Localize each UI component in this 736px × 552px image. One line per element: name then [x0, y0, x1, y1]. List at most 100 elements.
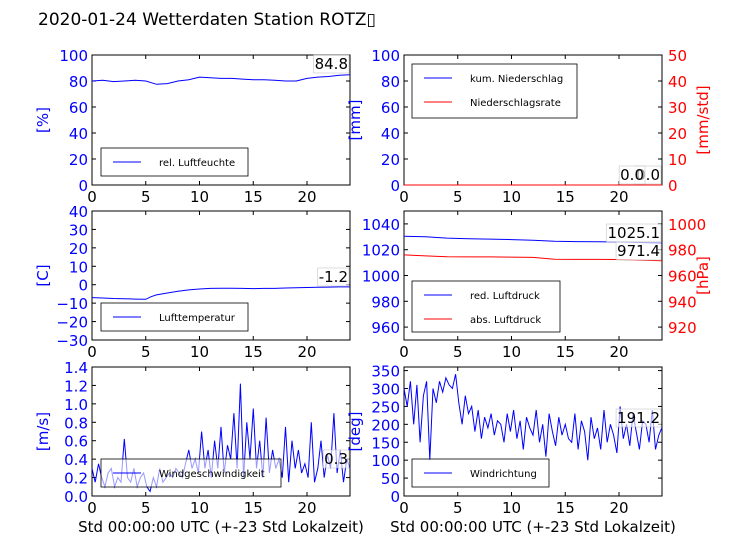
panel-2-xtick-label: 15	[556, 188, 575, 206]
panel-3-axes-frame	[91, 210, 351, 341]
panel-1-ytick-label: 20	[69, 151, 88, 169]
panel-6-xtick-label: 10	[502, 499, 521, 517]
panel-3-ytick-label: 0	[78, 277, 88, 295]
panel-1-ylabel: [%]	[34, 107, 52, 133]
panel-5-xtick-label: 0	[87, 499, 97, 517]
panel-1-ytick-label: 40	[69, 125, 88, 143]
panel-4-xtick-label: 15	[556, 343, 575, 361]
panel-2-ytick-right-label: 50	[668, 47, 687, 65]
panel-3-ytick-label: 40	[69, 203, 88, 221]
panel-1-legend-label-1: rel. Luftfeuchte	[159, 158, 235, 169]
panel-1-xtick-label: 15	[244, 188, 263, 206]
panel-3-xtick-label: 5	[141, 343, 151, 361]
panel-2-ylabel: [mm]	[346, 100, 364, 141]
panel-2-ytick-label: 40	[381, 125, 400, 143]
panel-2-ytick-right-label: 20	[668, 125, 687, 143]
panel-4-legend-label-1: red. Luftdruck	[470, 291, 540, 302]
panel-1-ytick-label: 60	[69, 99, 88, 117]
panel-4-ytick-label: 1020	[362, 242, 400, 260]
panel-3-xtick-label: 10	[190, 343, 209, 361]
panel-4-xtick-label: 0	[399, 343, 409, 361]
panel-3-value-annotation-box	[317, 267, 350, 287]
panel-4-ytick-label: 1040	[362, 216, 400, 234]
panel-6-xtick-label: 5	[453, 499, 463, 517]
panel-2-ytick-right-label: 30	[668, 99, 687, 117]
panel-4-xtick-label: 10	[502, 343, 521, 361]
panel-2-xtick-label: 20	[609, 188, 628, 206]
panel-4-legend-box	[411, 280, 561, 333]
panel-4-ylabel-right: [hPa]	[694, 256, 712, 295]
panel-5-ytick-label: 0.8	[64, 414, 88, 432]
panel-6-xlabel: Std 00:00:00 UTC (+-23 Std Lokalzeit)	[390, 518, 676, 536]
panel-2-ytick-label: 80	[381, 73, 400, 91]
panel-6-ytick-label: 50	[381, 470, 400, 488]
panel-5-xtick-label: 10	[190, 499, 209, 517]
panel-5-value-annotation-box	[322, 449, 350, 469]
panel-5-ytick-label: 0.0	[64, 488, 88, 506]
panel-3-ytick-label: −30	[56, 332, 88, 350]
panel-3-ytick-label: −20	[56, 314, 88, 332]
panel-4-xtick-label: 5	[453, 343, 463, 361]
panel-6-ytick-label: 250	[371, 398, 400, 416]
panel-5-value-annotation-1: 0.3	[324, 450, 348, 468]
panel-5-xtick-label: 5	[141, 499, 151, 517]
panel-4-ytick-right-label: 940	[668, 293, 697, 311]
panel-1-ytick-label: 80	[69, 73, 88, 91]
panel-4-ytick-label: 1000	[362, 268, 400, 286]
panel-2-value-annotation-2: 0.0	[620, 166, 644, 184]
panel-1-value-annotation-box	[313, 54, 350, 74]
panel-3-ytick-label: −10	[56, 295, 88, 313]
panel-4-ytick-label: 960	[371, 319, 400, 337]
panel-4-value-annotation-box	[615, 241, 662, 261]
panel-4-ytick-right-label: 1000	[668, 216, 706, 234]
panel-1-xtick-label: 5	[141, 188, 151, 206]
panel-2-ylabel-right: [mm/std]	[694, 85, 712, 154]
panel-3-series-line-1	[91, 286, 350, 300]
panel-5-ylabel: [m/s]	[34, 412, 52, 451]
panel-3-ytick-label: 20	[69, 240, 88, 258]
panel-2-ytick-label: 60	[381, 99, 400, 117]
panel-6-legend-label-1: Windrichtung	[470, 469, 537, 480]
panel-1-xtick-label: 20	[297, 188, 316, 206]
panel-3-ytick-label: 10	[69, 258, 88, 276]
panel-1-xtick-label: 10	[190, 188, 209, 206]
panel-6-xtick-label: 0	[399, 499, 409, 517]
panel-1-axes-frame	[91, 54, 351, 186]
panel-2-xtick-label: 10	[502, 188, 521, 206]
panel-1-series-line-1	[91, 74, 351, 85]
panel-3-legend-label-1: Lufttemperatur	[159, 313, 236, 324]
panel-3-ytick-label: 30	[69, 221, 88, 239]
panel-4-ytick-label: 980	[371, 293, 400, 311]
panel-3-xtick-label: 15	[244, 343, 263, 361]
panel-5-axes-frame	[91, 366, 351, 497]
panel-3-ylabel: [C]	[34, 264, 52, 286]
panel-2-ytick-right-label: 10	[668, 151, 687, 169]
panel-2-ytick-label: 20	[381, 151, 400, 169]
panel-2-ytick-label: 0	[390, 177, 400, 195]
panel-6-ytick-label: 300	[371, 381, 400, 399]
panel-5-xtick-label: 20	[297, 499, 316, 517]
panel-1-ytick-label: 0	[78, 177, 88, 195]
panel-6-xtick-label: 15	[556, 499, 575, 517]
panel-5-xlabel: Std 00:00:00 UTC (+-23 Std Lokalzeit)	[78, 518, 364, 536]
panel-2-legend-box	[411, 63, 578, 119]
panel-5-xtick-label: 15	[244, 499, 263, 517]
panel-6-value-annotation-box	[615, 408, 662, 428]
panel-6-xtick-label: 20	[609, 499, 628, 517]
panel-4-xtick-label: 20	[609, 343, 628, 361]
panel-2-legend-label-1: kum. Niederschlag	[470, 74, 563, 85]
panel-1-xtick-label: 0	[87, 188, 97, 206]
panel-6-ytick-label: 150	[371, 434, 400, 452]
panel-6-axes-frame	[403, 366, 663, 497]
panel-5-ytick-label: 1.4	[64, 359, 88, 377]
panel-2-xtick-label: 0	[399, 188, 409, 206]
panel-3-xtick-label: 0	[87, 343, 97, 361]
panel-4-legend-label-2: abs. Luftdruck	[470, 315, 541, 326]
panel-4-ytick-right-label: 960	[668, 268, 697, 286]
panel-6-ytick-label: 200	[371, 416, 400, 434]
panel-5-ytick-label: 0.2	[64, 470, 88, 488]
panel-5-legend-label-1: Windgeschwindigkeit	[159, 469, 265, 480]
panel-5-ytick-label: 1.0	[64, 396, 88, 414]
panel-4-ytick-right-label: 980	[668, 242, 697, 260]
